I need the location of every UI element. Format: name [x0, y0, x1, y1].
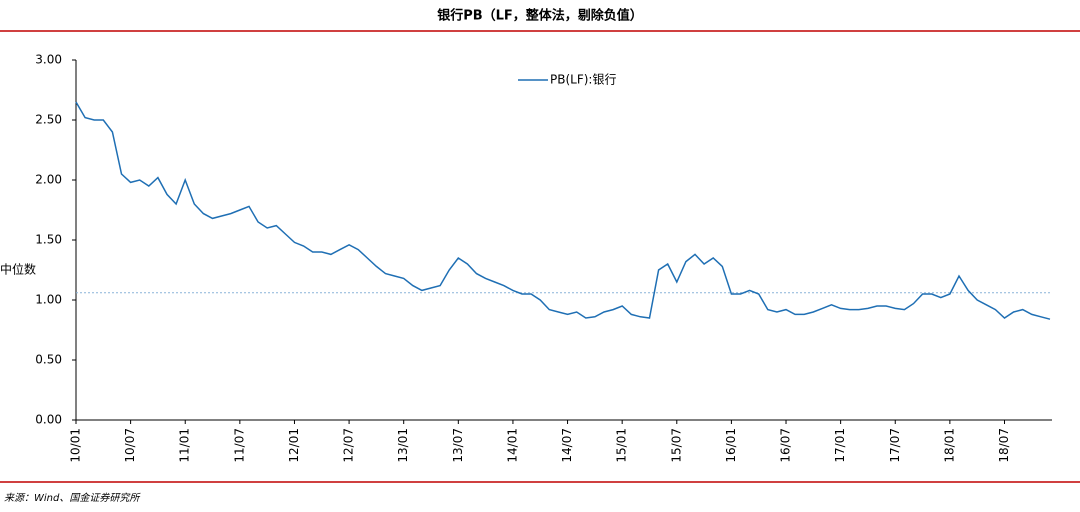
y-tick-label: 2.50: [35, 113, 62, 127]
y-tick-label: 3.00: [35, 53, 62, 67]
x-tick-label: 17/01: [833, 428, 847, 463]
y-tick-label: 1.50: [35, 233, 62, 247]
x-tick-label: 15/07: [669, 428, 683, 463]
x-tick-label: 13/07: [451, 428, 465, 463]
x-tick-label: 18/01: [942, 428, 956, 463]
x-tick-label: 18/07: [997, 428, 1011, 463]
y-tick-label: 0.00: [35, 413, 62, 427]
legend-label: PB(LF):银行: [550, 73, 616, 87]
x-tick-label: 14/01: [505, 428, 519, 463]
x-tick-label: 13/01: [396, 428, 410, 463]
x-tick-label: 16/01: [724, 428, 738, 463]
source: 来源：Wind、国金证券研究所: [4, 492, 141, 504]
x-tick-label: 14/07: [560, 428, 574, 463]
x-tick-label: 12/07: [342, 428, 356, 463]
x-tick-label: 12/01: [287, 428, 301, 463]
x-tick-label: 17/07: [888, 428, 902, 463]
series-line: [75, 101, 1051, 320]
x-tick-label: 10/01: [69, 428, 83, 463]
x-tick-label: 11/07: [232, 428, 246, 463]
y-tick-label: 2.00: [35, 173, 62, 187]
x-tick-label: 11/01: [178, 428, 192, 463]
y-tick-label: 0.50: [35, 353, 62, 367]
x-tick-label: 10/07: [123, 428, 137, 463]
median-label: 中位数: [0, 262, 36, 277]
x-tick-label: 15/01: [615, 428, 629, 463]
y-tick-label: 1.00: [35, 293, 62, 307]
chart-title: 银行PB（LF，整体法，剔除负值）: [437, 8, 643, 24]
x-tick-label: 16/07: [779, 428, 793, 463]
